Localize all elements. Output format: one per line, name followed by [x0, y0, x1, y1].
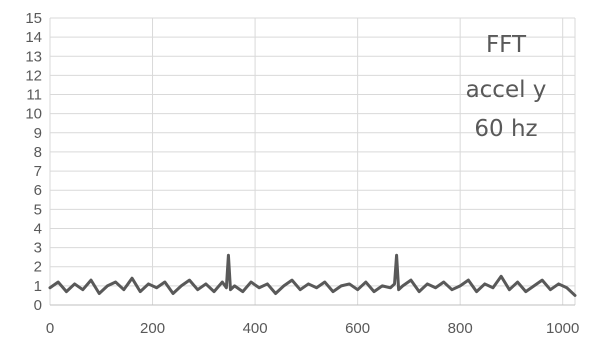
- x-tick-label: 800: [448, 320, 473, 337]
- y-tick-label: 2: [34, 259, 42, 276]
- series-line-0: [48, 253, 577, 297]
- y-tick-label: 9: [34, 125, 42, 142]
- y-tick-label: 1: [34, 278, 42, 295]
- y-tick-label: 11: [26, 87, 42, 104]
- y-tick-label: 6: [34, 182, 42, 199]
- y-tick-label: 0: [34, 297, 42, 314]
- y-tick-label: 15: [25, 10, 42, 27]
- annotation-line-0: FFT: [486, 32, 527, 58]
- y-tick-label: 10: [25, 106, 42, 123]
- annotation-line-1: accel y: [466, 77, 547, 103]
- y-tick-label: 12: [25, 67, 42, 84]
- y-tick-label: 7: [34, 163, 42, 180]
- x-tick-label: 1000: [546, 320, 579, 337]
- x-axis: 0 200 400 600 800 1000: [46, 304, 579, 337]
- gridlines: [49, 17, 576, 306]
- series-layer: [48, 253, 577, 297]
- annotation-layer: FFT accel y 60 hz: [466, 32, 547, 142]
- x-tick-label: 400: [243, 320, 268, 337]
- y-tick-label: 3: [34, 240, 42, 257]
- x-tick-label: 200: [140, 320, 165, 337]
- y-tick-label: 8: [34, 144, 42, 161]
- annotation-line-2: 60 hz: [474, 116, 537, 142]
- y-tick-label: 14: [25, 29, 42, 46]
- x-tick-label: 600: [345, 320, 370, 337]
- y-tick-label: 4: [34, 220, 42, 237]
- y-tick-label: 5: [34, 201, 42, 218]
- y-tick-label: 13: [25, 48, 42, 65]
- x-tick-label: 0: [46, 320, 54, 337]
